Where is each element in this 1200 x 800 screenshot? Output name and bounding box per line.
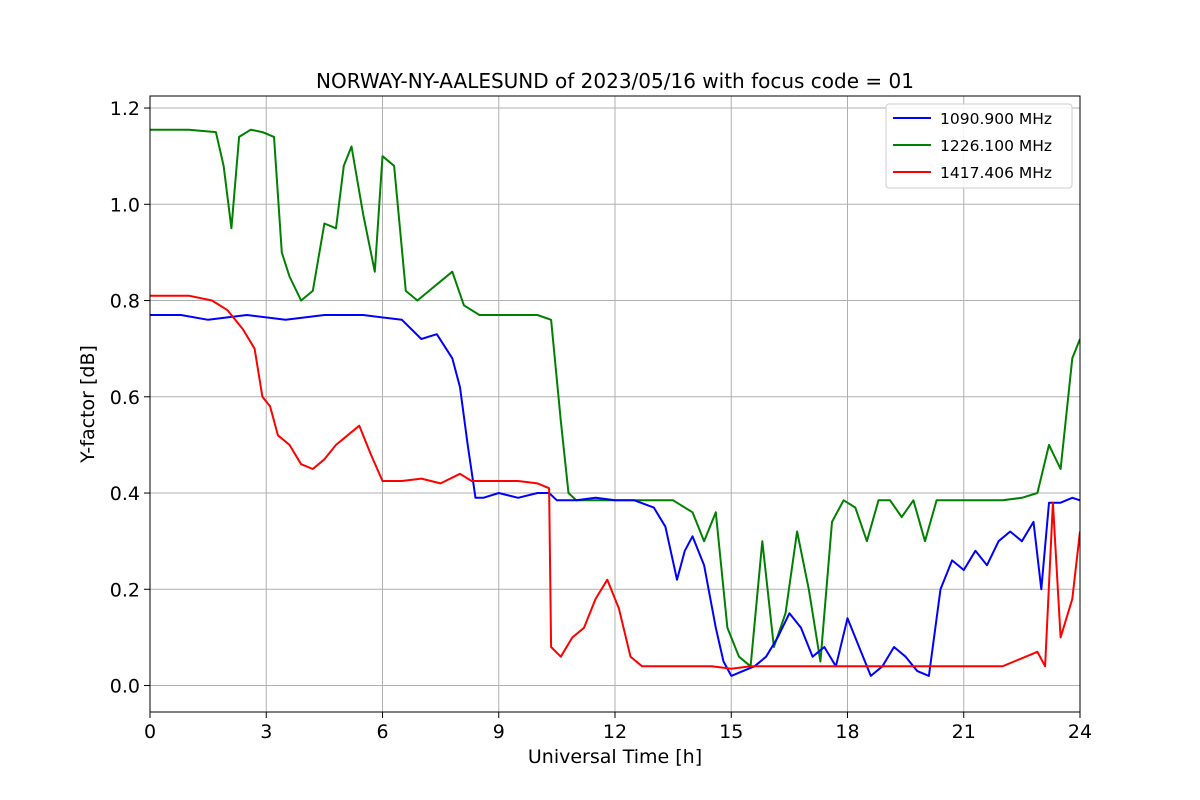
legend-label-1417: 1417.406 MHz <box>940 164 1052 182</box>
y-tick-label: 0.2 <box>110 579 140 601</box>
y-tick-label: 1.0 <box>110 194 140 216</box>
legend: 1090.900 MHz 1226.100 MHz 1417.406 MHz <box>885 103 1073 189</box>
x-tick-label: 21 <box>952 721 976 743</box>
x-axis-label: Universal Time [h] <box>528 746 702 768</box>
legend-label-1090: 1090.900 MHz <box>940 110 1052 128</box>
x-tick-label: 9 <box>493 721 505 743</box>
x-tick-label: 0 <box>144 721 156 743</box>
y-tick-label: 0.0 <box>110 676 140 698</box>
x-tick-label: 15 <box>719 721 743 743</box>
legend-label-1226: 1226.100 MHz <box>940 137 1052 155</box>
y-tick-label: 0.4 <box>110 483 140 505</box>
y-tick-label: 0.8 <box>110 291 140 313</box>
x-tick-label: 3 <box>260 721 272 743</box>
x-tick-label: 12 <box>603 721 627 743</box>
chart-title: NORWAY-NY-AALESUND of 2023/05/16 with fo… <box>316 69 914 93</box>
y-tick-label: 1.2 <box>110 98 140 120</box>
y-tick-label: 0.6 <box>110 387 140 409</box>
series-layer <box>150 128 1080 677</box>
ticks: 0 3 6 9 12 15 18 21 24 0.0 0.2 0.4 0.6 0.8 1.0 1.2 <box>110 98 1092 743</box>
y-axis-label: Y-factor [dB] <box>77 345 99 464</box>
series-line-1226 <box>150 128 1080 668</box>
x-tick-label: 18 <box>835 721 859 743</box>
x-tick-label: 6 <box>376 721 388 743</box>
series-line-1417 <box>150 294 1080 670</box>
x-tick-label: 24 <box>1068 721 1092 743</box>
legend-frame <box>885 103 1073 189</box>
